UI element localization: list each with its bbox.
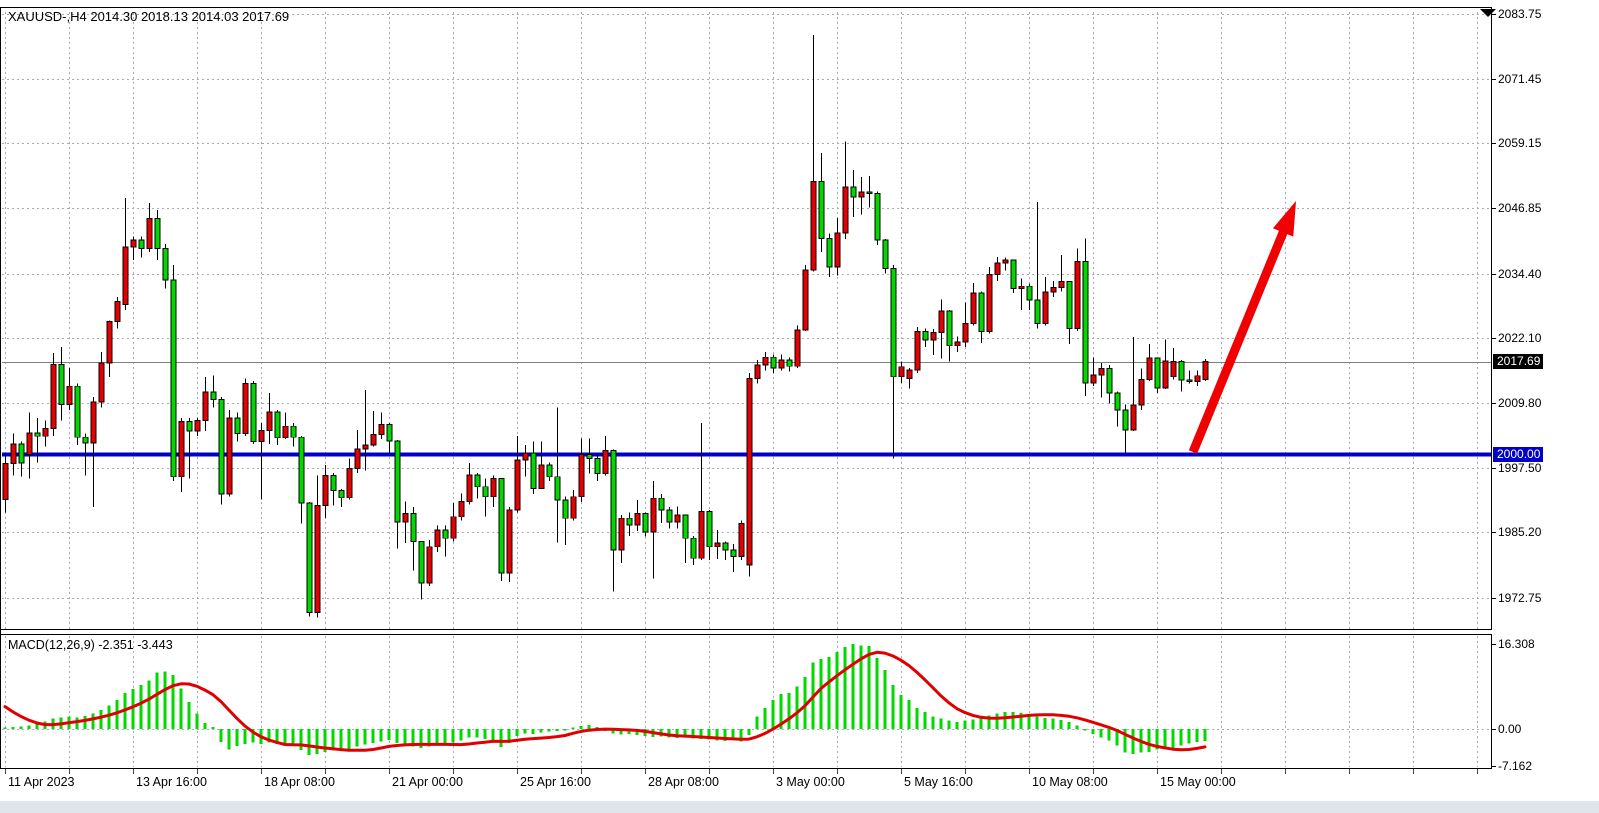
price-axis-label: 2009.80 [1498, 396, 1542, 411]
chart-shift-marker-icon[interactable] [1480, 9, 1496, 17]
price-axis-label: 1985.20 [1498, 525, 1542, 540]
price-axis[interactable]: 2083.75 2071.45 2059.15 2046.85 2034.40 2022.… [1492, 0, 1599, 773]
price-axis-label: 1997.50 [1498, 460, 1542, 475]
price-axis-label: 2059.15 [1498, 136, 1542, 151]
time-axis-label: 10 May 08:00 [1032, 775, 1108, 789]
time-axis[interactable]: 11 Apr 2023 13 Apr 16:00 18 Apr 08:00 21 Ap… [0, 769, 1599, 799]
price-axis-label: 2071.45 [1498, 71, 1542, 86]
price-axis-label: 2022.10 [1498, 331, 1542, 346]
pane-borders [0, 7, 1492, 769]
time-axis-label: 21 Apr 00:00 [392, 775, 463, 789]
time-axis-label: 15 May 00:00 [1160, 775, 1236, 789]
macd-signal-line [3, 650, 1207, 752]
macd-histogram [3, 644, 1207, 755]
trend-arrow[interactable] [1188, 201, 1296, 454]
time-axis-label: 13 Apr 16:00 [136, 775, 207, 789]
macd-axis-label: -7.162 [1498, 759, 1533, 774]
time-axis-label: 18 Apr 08:00 [264, 775, 335, 789]
price-axis-label: 1972.75 [1498, 590, 1542, 605]
price-axis-label: 2046.85 [1498, 201, 1542, 216]
time-axis-label: 25 Apr 16:00 [520, 775, 591, 789]
time-axis-label: 11 Apr 2023 [8, 775, 75, 789]
time-axis-label: 5 May 16:00 [904, 775, 973, 789]
macd-indicator-label: MACD(12,26,9) -2.351 -3.443 [8, 638, 173, 652]
time-axis-label: 3 May 00:00 [776, 775, 845, 789]
support-price-badge: 2000.00 [1493, 447, 1544, 462]
time-axis-label: 28 Apr 08:00 [648, 775, 719, 789]
price-axis-label: 2083.75 [1498, 7, 1542, 21]
candlesticks [2, 34, 1209, 618]
current-price-badge: 2017.69 [1493, 354, 1544, 369]
bottom-strip [0, 801, 1599, 813]
macd-axis-label: 0.00 [1498, 722, 1522, 736]
macd-axis-label: 16.308 [1498, 637, 1535, 652]
chart-title: XAUUSD-,H4 2014.30 2018.13 2014.03 2017.… [8, 9, 290, 24]
price-axis-label: 2034.40 [1498, 266, 1542, 281]
